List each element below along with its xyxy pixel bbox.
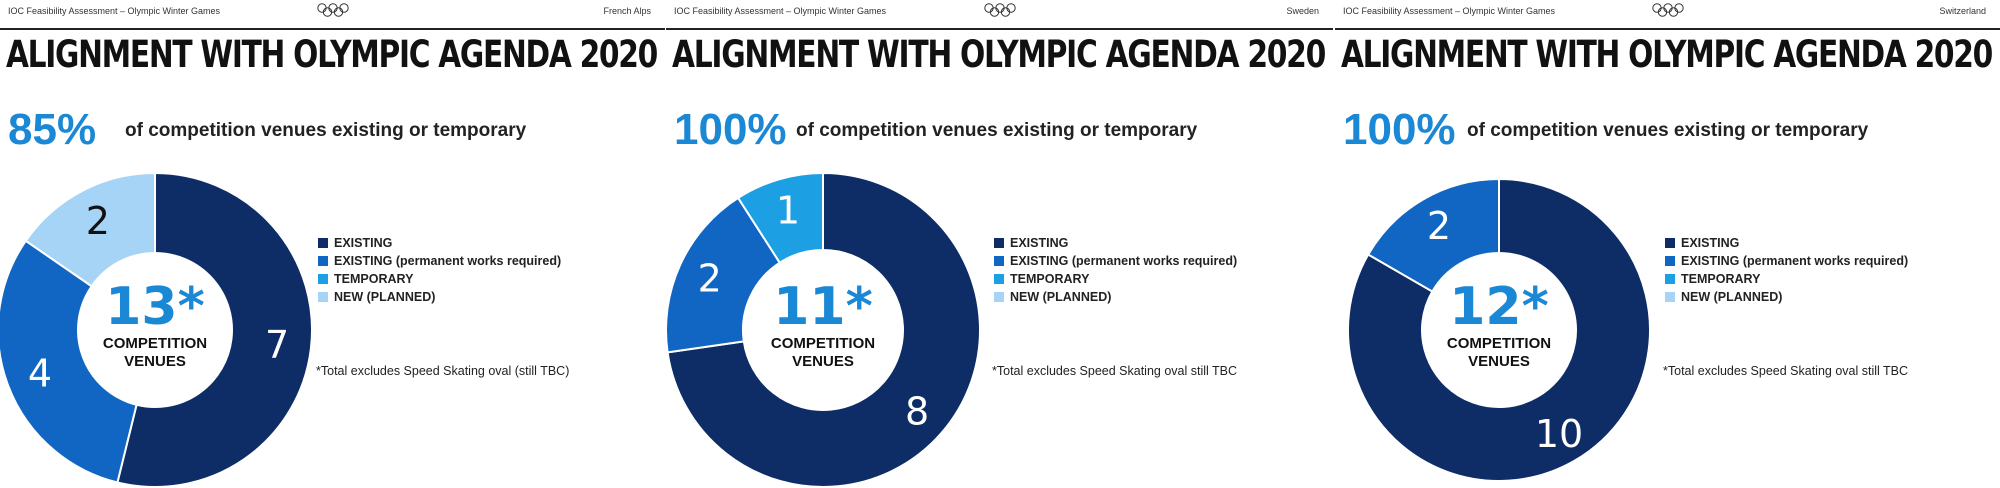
- slide-panel-3: IOC Feasibility Assessment – Olympic Win…: [1335, 0, 2000, 488]
- legend-label: EXISTING: [1681, 236, 1740, 250]
- chart-legend: EXISTING EXISTING (permanent works requir…: [994, 234, 1237, 306]
- center-venue-total: 13*: [105, 277, 205, 337]
- legend-swatch: [318, 256, 328, 266]
- legend-swatch: [318, 238, 328, 248]
- header-country-text: Sweden: [1286, 6, 1319, 16]
- slide-title: ALIGNMENT WITH OLYMPIC AGENDA 2020: [672, 33, 1326, 76]
- stat-percentage: 85%: [8, 105, 97, 154]
- center-caption-line-1: COMPETITION: [103, 335, 207, 352]
- legend-label: NEW (PLANNED): [1010, 290, 1112, 304]
- legend-item: TEMPORARY: [994, 270, 1237, 288]
- legend-swatch: [318, 292, 328, 302]
- stat-description: of competition venues existing or tempor…: [796, 120, 1198, 141]
- stat-description: of competition venues existing or tempor…: [125, 120, 527, 141]
- legend-swatch: [994, 238, 1004, 248]
- slide-header: IOC Feasibility Assessment – Olympic Win…: [1335, 0, 2000, 30]
- legend-label: EXISTING: [334, 236, 393, 250]
- segment-value-label-1: 8: [905, 390, 929, 434]
- legend-label: EXISTING (permanent works required): [1681, 254, 1909, 268]
- donut-segment-1: [116, 171, 313, 488]
- footnote-text: *Total excludes Speed Skating oval (stil…: [316, 364, 570, 378]
- legend-item: EXISTING (permanent works required): [318, 252, 561, 270]
- donut-segment-1: [1347, 177, 1651, 482]
- legend-label: NEW (PLANNED): [1681, 290, 1783, 304]
- legend-swatch: [1665, 256, 1675, 266]
- legend-swatch: [994, 274, 1004, 284]
- legend-label: EXISTING (permanent works required): [334, 254, 562, 268]
- legend-item: NEW (PLANNED): [1665, 288, 1908, 306]
- header-source-text: IOC Feasibility Assessment – Olympic Win…: [1343, 6, 1556, 16]
- slide-header: IOC Feasibility Assessment – Olympic Win…: [0, 0, 665, 30]
- legend-swatch: [994, 292, 1004, 302]
- slide-header: IOC Feasibility Assessment – Olympic Win…: [666, 0, 1333, 30]
- stat-description: of competition venues existing or tempor…: [1467, 120, 1869, 141]
- header-source-text: IOC Feasibility Assessment – Olympic Win…: [674, 6, 887, 16]
- donut-segment-4: [24, 171, 156, 288]
- legend-label: EXISTING (permanent works required): [1010, 254, 1238, 268]
- legend-item: EXISTING: [994, 234, 1237, 252]
- legend-swatch: [1665, 292, 1675, 302]
- legend-item: EXISTING (permanent works required): [1665, 252, 1908, 270]
- olympic-rings-icon: [983, 3, 1016, 17]
- center-caption-line-2: VENUES: [792, 353, 854, 370]
- center-venue-total: 12*: [1449, 277, 1549, 337]
- center-caption-line-1: COMPETITION: [1447, 335, 1551, 352]
- stat-percentage: 100%: [1343, 105, 1456, 154]
- segment-value-label-3: 1: [776, 189, 800, 233]
- legend-item: NEW (PLANNED): [994, 288, 1237, 306]
- donut-segment-1: [666, 171, 981, 488]
- center-caption-line-2: VENUES: [124, 353, 186, 370]
- header-country-text: French Alps: [603, 6, 651, 16]
- center-caption-line-1: COMPETITION: [771, 335, 875, 352]
- segment-value-label-2: 2: [1427, 204, 1451, 248]
- legend-label: EXISTING: [1010, 236, 1069, 250]
- center-venue-total: 11*: [773, 277, 873, 337]
- slide-title: ALIGNMENT WITH OLYMPIC AGENDA 2020: [1341, 33, 1993, 76]
- segment-value-label-1: 7: [265, 323, 289, 367]
- footnote-text: *Total excludes Speed Skating oval still…: [992, 364, 1238, 378]
- slide-title: ALIGNMENT WITH OLYMPIC AGENDA 2020: [6, 33, 658, 76]
- legend-item: TEMPORARY: [1665, 270, 1908, 288]
- donut-segment-2: [0, 239, 138, 484]
- legend-swatch: [318, 274, 328, 284]
- segment-value-label-1: 10: [1535, 412, 1583, 456]
- donut-segment-2: [666, 196, 782, 354]
- stat-percentage: 100%: [674, 105, 787, 154]
- chart-legend: EXISTING EXISTING (permanent works requir…: [318, 234, 561, 306]
- segment-value-label-2: 4: [28, 352, 52, 396]
- header-source-text: IOC Feasibility Assessment – Olympic Win…: [8, 6, 221, 16]
- legend-item: EXISTING: [1665, 234, 1908, 252]
- legend-swatch: [1665, 274, 1675, 284]
- footnote-text: *Total excludes Speed Skating oval still…: [1663, 364, 1909, 378]
- slide-panel-1: IOC Feasibility Assessment – Olympic Win…: [0, 0, 665, 488]
- segment-value-label-2: 2: [698, 256, 722, 300]
- legend-item: EXISTING: [318, 234, 561, 252]
- olympic-rings-icon: [1651, 3, 1684, 17]
- legend-label: TEMPORARY: [1010, 272, 1090, 286]
- legend-label: TEMPORARY: [334, 272, 414, 286]
- header-country-text: Switzerland: [1939, 6, 1986, 16]
- legend-item: EXISTING (permanent works required): [994, 252, 1237, 270]
- center-caption-line-2: VENUES: [1468, 353, 1530, 370]
- donut-segment-2: [1366, 177, 1500, 293]
- legend-swatch: [994, 256, 1004, 266]
- legend-item: NEW (PLANNED): [318, 288, 561, 306]
- chart-legend: EXISTING EXISTING (permanent works requir…: [1665, 234, 1908, 306]
- legend-swatch: [1665, 238, 1675, 248]
- segment-value-label-4: 2: [86, 199, 110, 243]
- donut-segment-3: [736, 171, 824, 265]
- olympic-rings-icon: [316, 3, 349, 17]
- slide-panel-2: IOC Feasibility Assessment – Olympic Win…: [666, 0, 1333, 488]
- legend-label: TEMPORARY: [1681, 272, 1761, 286]
- legend-item: TEMPORARY: [318, 270, 561, 288]
- legend-label: NEW (PLANNED): [334, 290, 436, 304]
